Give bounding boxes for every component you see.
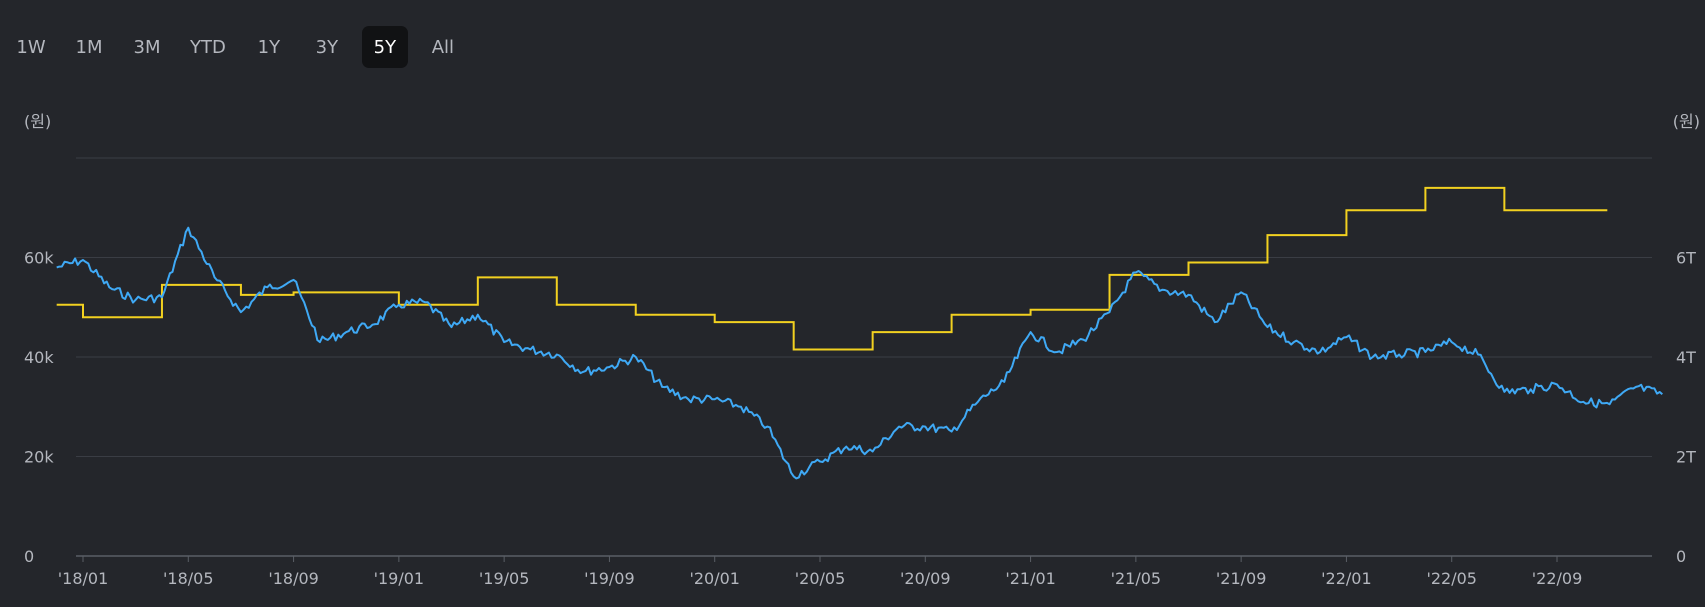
left-axis-ticks: 0 20k 40k 60k xyxy=(24,249,54,567)
x-tick-label: '22/01 xyxy=(1321,569,1372,588)
x-tick-label: '22/05 xyxy=(1426,569,1477,588)
x-tick-label: '18/01 xyxy=(58,569,109,588)
left-tick-label: 20k xyxy=(24,448,54,467)
price-series-line xyxy=(56,226,1663,480)
x-tick-label: '20/01 xyxy=(689,569,740,588)
x-axis-ticks: '18/01 '18/05 '18/09 '19/01 '19/05 '19/09 '20/… xyxy=(58,556,1583,588)
left-tick-label: 0 xyxy=(24,547,34,566)
range-button-1m[interactable]: 1M xyxy=(75,36,103,58)
right-tick-label: 4T xyxy=(1676,348,1696,367)
x-tick-label: '22/09 xyxy=(1532,569,1583,588)
range-button-1w[interactable]: 1W xyxy=(16,36,46,58)
x-tick-label: '18/09 xyxy=(268,569,319,588)
x-tick-label: '19/01 xyxy=(374,569,425,588)
x-tick-label: '18/05 xyxy=(163,569,214,588)
range-button-3y[interactable]: 3Y xyxy=(315,36,339,58)
range-button-5y[interactable]: 5Y xyxy=(361,26,408,68)
range-button-1y[interactable]: 1Y xyxy=(257,36,281,58)
x-tick-label: '21/09 xyxy=(1216,569,1267,588)
right-axis-unit: (원) xyxy=(1673,112,1700,131)
left-tick-label: 60k xyxy=(24,249,54,268)
right-tick-label: 2T xyxy=(1676,448,1696,467)
left-tick-label: 40k xyxy=(24,348,54,367)
x-tick-label: '19/05 xyxy=(479,569,530,588)
right-tick-label: 0 xyxy=(1676,547,1686,566)
range-button-3m[interactable]: 3M xyxy=(133,36,161,58)
step-series-line xyxy=(56,186,1608,351)
range-selector: 1W 1M 3M YTD 1Y 3Y 5Y All xyxy=(8,26,478,68)
x-tick-label: '21/01 xyxy=(1005,569,1056,588)
left-axis-unit: (원) xyxy=(24,112,51,131)
right-tick-label: 6T xyxy=(1676,249,1696,268)
x-tick-label: '20/05 xyxy=(795,569,846,588)
x-tick-label: '20/09 xyxy=(900,569,951,588)
x-tick-label: '19/09 xyxy=(584,569,635,588)
range-button-all[interactable]: All xyxy=(431,36,455,58)
range-button-ytd[interactable]: YTD xyxy=(190,36,226,58)
series-layer xyxy=(56,186,1663,480)
right-axis-ticks: 0 2T 4T 6T xyxy=(1676,249,1696,567)
x-tick-label: '21/05 xyxy=(1111,569,1162,588)
gridlines xyxy=(76,157,1652,457)
